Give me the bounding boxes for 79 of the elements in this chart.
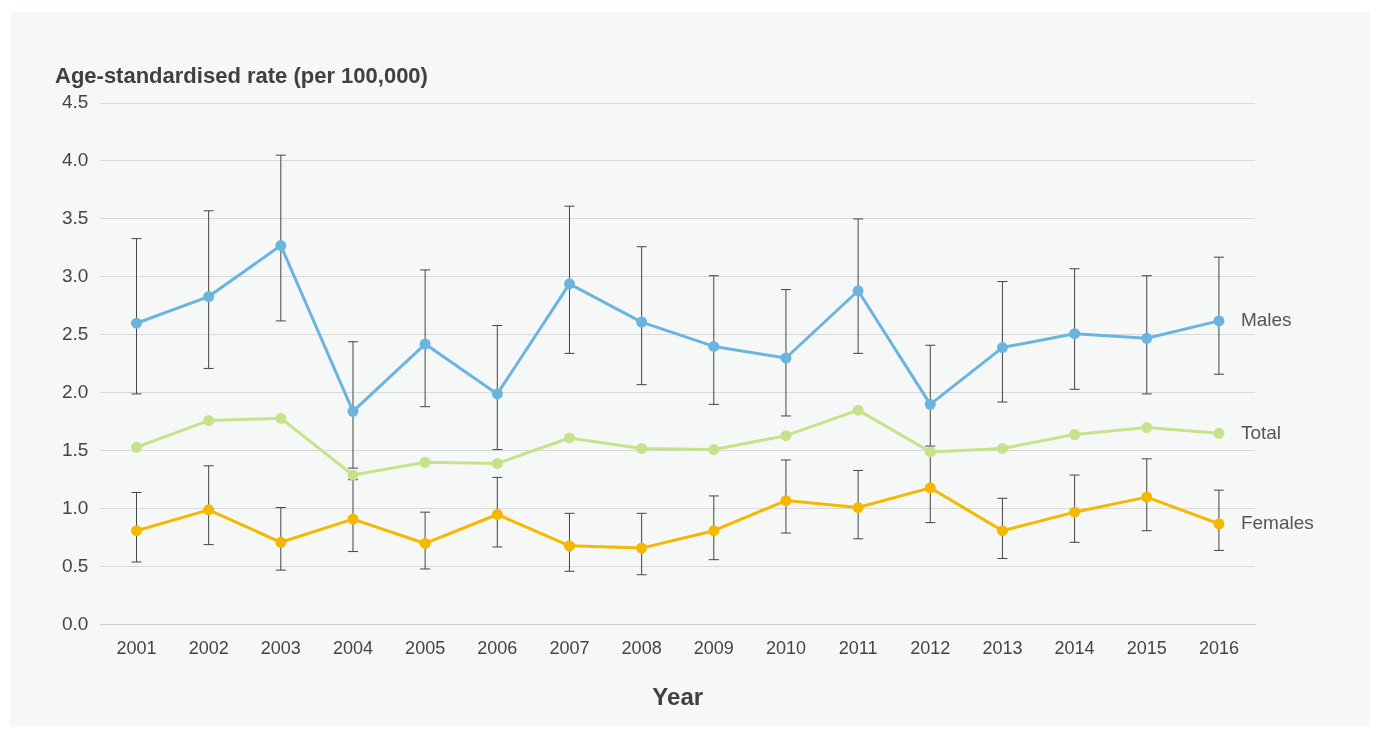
point	[563, 432, 575, 444]
point	[203, 504, 215, 516]
point	[1141, 332, 1153, 344]
point	[275, 536, 287, 548]
x-tick-label: 2002	[188, 638, 229, 659]
point	[780, 352, 792, 364]
point	[636, 542, 648, 554]
y-tick-label: 3.0	[61, 265, 89, 287]
x-tick-label: 2004	[332, 638, 373, 659]
point	[852, 285, 864, 297]
x-tick-label: 2016	[1198, 638, 1239, 659]
point	[924, 446, 936, 458]
x-tick-label: 2013	[982, 638, 1023, 659]
point	[1069, 506, 1081, 518]
point	[708, 525, 720, 537]
point	[1213, 427, 1225, 439]
point	[636, 442, 648, 454]
point	[563, 540, 575, 552]
x-tick-label: 2007	[549, 638, 590, 659]
point	[1141, 491, 1153, 503]
x-tick-label: 2012	[910, 638, 951, 659]
series-label: Total	[1240, 421, 1282, 443]
point	[780, 430, 792, 442]
point	[491, 388, 503, 400]
point	[852, 404, 864, 416]
point	[852, 502, 864, 514]
point	[419, 456, 431, 468]
y-tick-label: 2.5	[61, 323, 89, 345]
y-tick-label: 0.0	[61, 612, 89, 634]
point	[347, 469, 359, 481]
point	[708, 444, 720, 456]
x-tick-label: 2010	[765, 638, 806, 659]
point	[347, 405, 359, 417]
point	[491, 508, 503, 520]
x-tick-label: 2015	[1126, 638, 1167, 659]
point	[996, 342, 1008, 354]
y-tick-label: 3.5	[61, 207, 89, 229]
x-tick-label: 2001	[116, 638, 157, 659]
point	[996, 525, 1008, 537]
point	[203, 415, 215, 427]
series-label: Males	[1240, 309, 1292, 331]
y-tick-label: 4.0	[61, 149, 89, 171]
y-tick-label: 0.5	[61, 554, 89, 576]
x-tick-label: 2003	[260, 638, 301, 659]
point	[347, 513, 359, 525]
point	[130, 525, 142, 537]
point	[1213, 315, 1225, 327]
y-axis-title: Age-standardised rate (per 100,000)	[55, 63, 428, 88]
y-tick-label: 4.5	[61, 91, 89, 113]
point	[924, 482, 936, 494]
point	[419, 338, 431, 350]
y-tick-label: 1.0	[61, 496, 89, 518]
series-label: Females	[1240, 511, 1314, 533]
point	[1213, 518, 1225, 530]
x-tick-label: 2005	[405, 638, 446, 659]
point	[1141, 422, 1153, 434]
x-tick-label: 2006	[477, 638, 518, 659]
x-tick-label: 2009	[693, 638, 734, 659]
x-tick-label: 2014	[1054, 638, 1095, 659]
point	[130, 441, 142, 453]
point	[491, 457, 503, 469]
y-tick-label: 2.0	[61, 381, 89, 403]
point	[1069, 328, 1081, 340]
x-tick-label: 2008	[621, 638, 662, 659]
point	[780, 495, 792, 507]
point	[924, 398, 936, 410]
y-tick-label: 1.5	[61, 438, 89, 460]
point	[563, 278, 575, 290]
point	[203, 291, 215, 303]
point	[708, 340, 720, 352]
point	[996, 442, 1008, 454]
x-axis-title: Year	[652, 683, 704, 711]
point	[636, 316, 648, 328]
point	[275, 412, 287, 424]
x-tick-label: 2011	[838, 638, 878, 659]
point	[419, 537, 431, 549]
point	[1069, 429, 1081, 441]
point	[275, 240, 287, 252]
point	[130, 317, 142, 329]
